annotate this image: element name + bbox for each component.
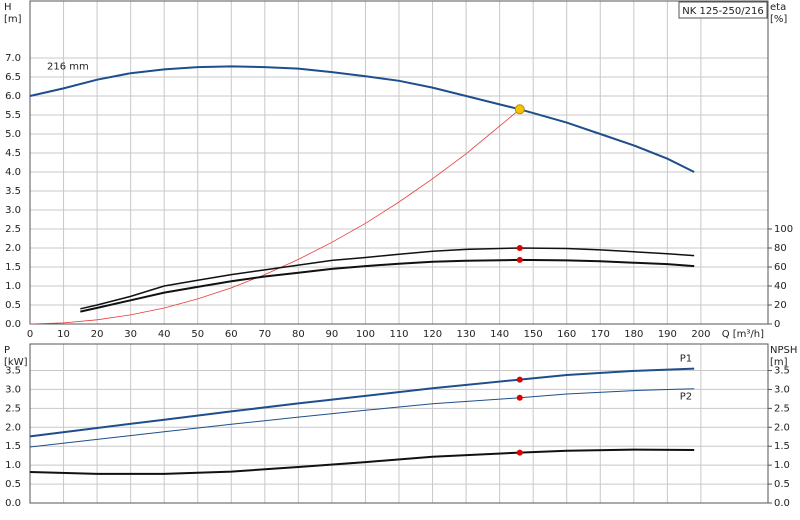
y-tick-label: 4.5 xyxy=(5,148,21,159)
chart-title: NK 125-250/216 xyxy=(682,6,763,17)
curve-label: P2 xyxy=(680,392,692,403)
y2-tick-label: 2.5 xyxy=(774,403,790,414)
curve xyxy=(29,65,695,173)
duty-point xyxy=(516,376,523,383)
y-tick-label: 6.0 xyxy=(5,91,21,102)
curve xyxy=(29,388,695,448)
y-tick-label: 3.5 xyxy=(5,186,21,197)
y2-axis-label: NPSH xyxy=(770,345,797,356)
y-tick-label: 3.0 xyxy=(5,205,21,216)
duty-point xyxy=(514,104,525,115)
x-tick-label: 110 xyxy=(389,329,408,340)
x-tick-label: 70 xyxy=(258,329,271,340)
y2-tick-label: 3.5 xyxy=(774,366,790,377)
y-axis-label: H xyxy=(4,2,12,13)
x-tick-label: 50 xyxy=(191,329,204,340)
y2-axis-label: [%] xyxy=(770,14,787,25)
y-axis-label: [kW] xyxy=(4,357,28,368)
y-tick-label: 0.0 xyxy=(5,498,21,509)
plot-frame xyxy=(29,343,769,504)
curve xyxy=(29,108,521,325)
y-tick-label: 4.0 xyxy=(5,167,21,178)
x-tick-label: 140 xyxy=(490,329,509,340)
x-tick-label: 150 xyxy=(524,329,543,340)
x-tick-label: 10 xyxy=(57,329,70,340)
curve-label: 216 mm xyxy=(47,61,89,72)
x-tick-label: 100 xyxy=(356,329,375,340)
y-tick-label: 1.5 xyxy=(5,441,21,452)
y-tick-label: 3.0 xyxy=(5,384,21,395)
y2-axis-label: [m] xyxy=(770,357,788,368)
y2-tick-label: 40 xyxy=(774,281,787,292)
x-tick-label: 190 xyxy=(658,329,677,340)
x-tick-label: 90 xyxy=(326,329,339,340)
y-axis-label: [m] xyxy=(4,14,22,25)
y-tick-label: 6.5 xyxy=(5,72,21,83)
curve xyxy=(80,247,695,310)
y-tick-label: 1.0 xyxy=(5,281,21,292)
y-tick-label: 7.0 xyxy=(5,53,21,64)
curve xyxy=(80,258,695,313)
y-tick-label: 5.5 xyxy=(5,110,21,121)
y2-tick-label: 1.0 xyxy=(774,460,790,471)
y-axis-label: P xyxy=(4,345,10,356)
y-tick-label: 1.5 xyxy=(5,262,21,273)
curve xyxy=(29,448,695,475)
y-tick-label: 2.5 xyxy=(5,224,21,235)
y2-tick-label: 80 xyxy=(774,243,787,254)
x-tick-label: 130 xyxy=(457,329,476,340)
y2-tick-label: 0.0 xyxy=(774,498,790,509)
y2-tick-label: 100 xyxy=(774,224,793,235)
x-axis-label: Q [m³/h] xyxy=(722,329,764,340)
y2-tick-label: 1.5 xyxy=(774,441,790,452)
x-tick-label: 30 xyxy=(124,329,137,340)
plot-frame xyxy=(29,0,769,325)
y-tick-label: 5.0 xyxy=(5,129,21,140)
y2-tick-label: 20 xyxy=(774,300,787,311)
y-tick-label: 0.0 xyxy=(5,319,21,330)
x-tick-label: 200 xyxy=(691,329,710,340)
y-tick-label: 2.0 xyxy=(5,243,21,254)
y2-tick-label: 60 xyxy=(774,262,787,273)
curve xyxy=(29,367,695,438)
y2-tick-label: 0 xyxy=(774,319,780,330)
title-box xyxy=(678,1,768,19)
y-tick-label: 1.0 xyxy=(5,460,21,471)
curve-label: P1 xyxy=(680,354,692,365)
x-tick-label: 0 xyxy=(27,329,33,340)
x-tick-label: 80 xyxy=(292,329,305,340)
x-tick-label: 120 xyxy=(423,329,442,340)
x-tick-label: 60 xyxy=(225,329,238,340)
x-tick-label: 180 xyxy=(624,329,643,340)
x-tick-label: 160 xyxy=(557,329,576,340)
y2-tick-label: 2.0 xyxy=(774,422,790,433)
duty-point xyxy=(516,394,523,401)
y-tick-label: 3.5 xyxy=(5,366,21,377)
y2-tick-label: 0.5 xyxy=(774,479,790,490)
y-tick-label: 2.5 xyxy=(5,403,21,414)
y-tick-label: 2.0 xyxy=(5,422,21,433)
duty-point xyxy=(516,256,523,263)
duty-point xyxy=(516,245,523,251)
x-tick-label: 170 xyxy=(591,329,610,340)
y-tick-label: 0.5 xyxy=(5,479,21,490)
y2-tick-label: 3.0 xyxy=(774,384,790,395)
duty-point xyxy=(516,449,523,456)
y2-axis-label: eta xyxy=(770,2,786,13)
x-tick-label: 40 xyxy=(158,329,171,340)
x-tick-label: 20 xyxy=(91,329,104,340)
y-tick-label: 0.5 xyxy=(5,300,21,311)
